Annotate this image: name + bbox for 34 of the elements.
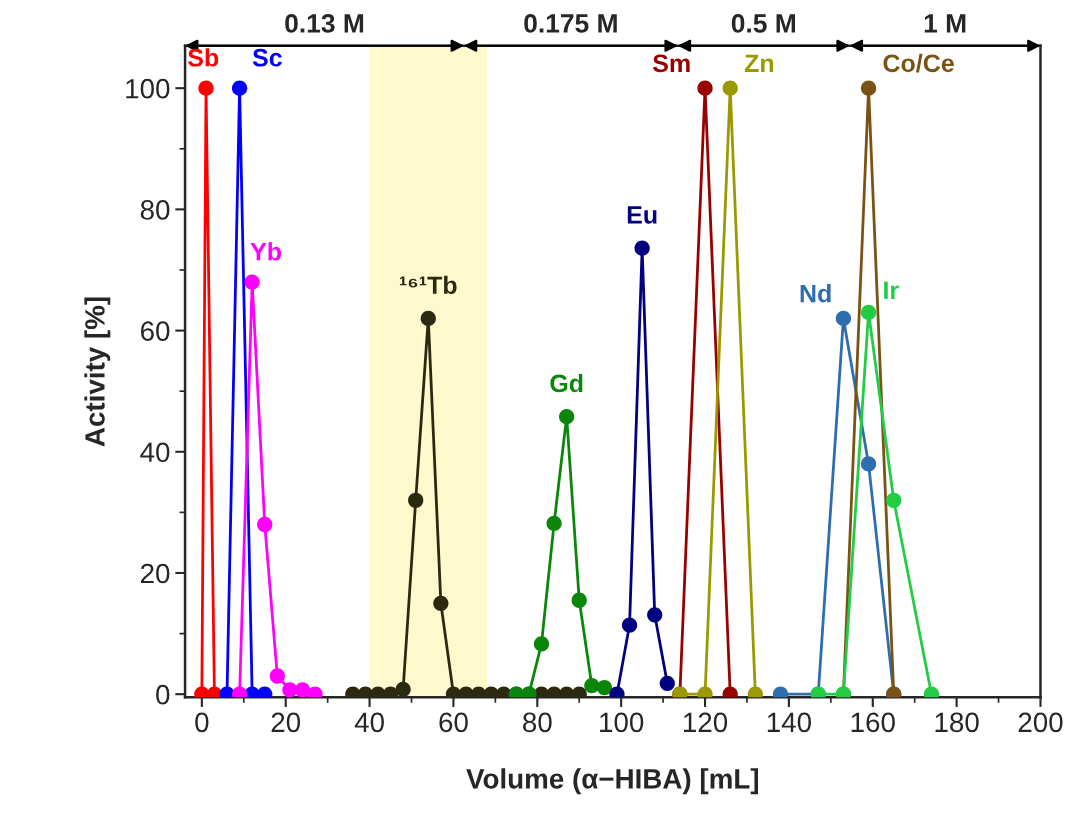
text: 0.5 M (731, 14, 795, 33)
y-tick-label: 80 (140, 200, 170, 220)
x-tick-label: 20 (271, 712, 301, 733)
x-tick-label: 80 (523, 712, 552, 733)
x-tick-label: 200 (1018, 712, 1063, 733)
series-label: Gd (550, 373, 583, 393)
series-label: Ir (884, 281, 899, 299)
text: 0.175 M (524, 14, 617, 33)
series-label: Sm (652, 54, 690, 73)
x-tick-label: 0 (195, 712, 209, 733)
series-label: Co/Ce (883, 53, 954, 73)
series-label: Zn (744, 54, 774, 72)
series-label: Yb (250, 242, 281, 261)
text: 1 M (924, 14, 966, 33)
y-tick-label: 60 (141, 321, 170, 341)
x-tick-label: 160 (851, 712, 895, 733)
y-tick-label: 0 (156, 684, 170, 705)
y-tick-label: 100 (126, 78, 170, 99)
text: 0.13 M (285, 14, 364, 33)
y-tick-label: 40 (140, 442, 170, 463)
series-label: Nd (800, 284, 831, 303)
series-label: Sc (252, 48, 282, 67)
series-label: ¹⁶¹Tb (399, 275, 457, 295)
x-tick-label: 40 (354, 712, 384, 733)
series-label: Eu (627, 206, 657, 224)
x-tick-label: 180 (935, 712, 979, 733)
x-tick-label: 140 (767, 712, 811, 733)
y-axis-title: Activity [%] (84, 297, 111, 447)
y-tick-label: 20 (140, 563, 170, 584)
x-axis-title: Volume (α−HIBA) [mL] (466, 768, 759, 795)
x-tick-label: 60 (439, 712, 468, 733)
series-label: Sb (188, 48, 219, 67)
x-tick-label: 100 (600, 712, 644, 733)
x-tick-label: 120 (683, 712, 728, 733)
